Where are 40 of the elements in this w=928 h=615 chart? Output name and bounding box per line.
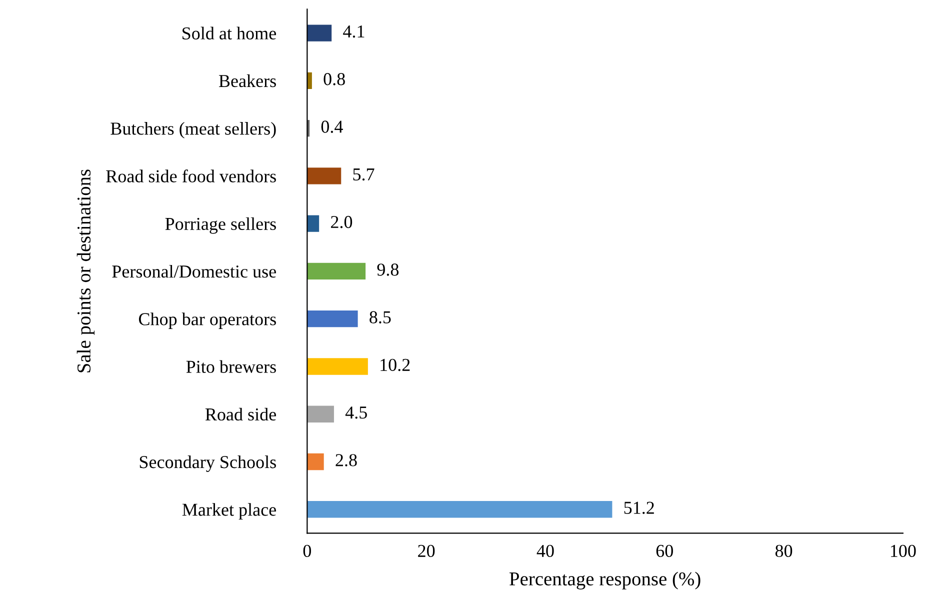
bar <box>307 406 334 422</box>
data-label: 4.5 <box>345 406 367 419</box>
x-tick-label: 100 <box>890 544 916 558</box>
data-label: 5.7 <box>353 168 374 181</box>
bar <box>307 453 324 470</box>
bar <box>307 168 342 184</box>
y-tick-label: Sold at home <box>182 26 276 40</box>
y-tick-label: Butchers (meat sellers) <box>110 122 276 138</box>
y-tick-label: Personal/Domestic use <box>112 264 276 278</box>
data-label: 2.0 <box>330 216 352 228</box>
y-tick-label: Secondary Schools <box>140 455 276 472</box>
data-label: 9.8 <box>377 264 399 276</box>
y-axis-title: Sale points or destinations <box>76 170 94 372</box>
data-label: 2.8 <box>336 454 357 466</box>
data-label: 0.8 <box>324 73 345 86</box>
bar <box>307 72 312 90</box>
bar <box>307 501 612 518</box>
x-tick-label: 40 <box>536 544 554 558</box>
bar <box>307 215 320 232</box>
bar <box>307 262 366 280</box>
data-label: 8.5 <box>370 311 391 324</box>
bar <box>307 358 368 375</box>
data-label: 4.1 <box>343 25 364 38</box>
y-tick-label: Porriage sellers <box>165 217 276 234</box>
data-label: 0.4 <box>321 120 343 133</box>
data-label: 51.2 <box>624 502 654 514</box>
x-tick-label: 20 <box>418 544 435 558</box>
y-tick-label: Market place <box>182 503 276 520</box>
x-tick-label: 80 <box>775 544 792 558</box>
bar <box>307 310 358 328</box>
x-tick-label: 60 <box>656 544 673 558</box>
x-axis-title: Percentage response (%) <box>510 572 700 590</box>
y-tick-label: Chop bar operators <box>138 312 276 329</box>
data-label: 10.2 <box>380 358 410 372</box>
y-tick-label: Road side food vendors <box>106 170 276 182</box>
x-tick-label: 0 <box>303 544 311 558</box>
bar <box>307 24 332 42</box>
y-tick-label: Road side <box>205 408 276 421</box>
y-tick-label: Beakers <box>218 74 276 88</box>
y-tick-label: Pito brewers <box>186 360 276 373</box>
